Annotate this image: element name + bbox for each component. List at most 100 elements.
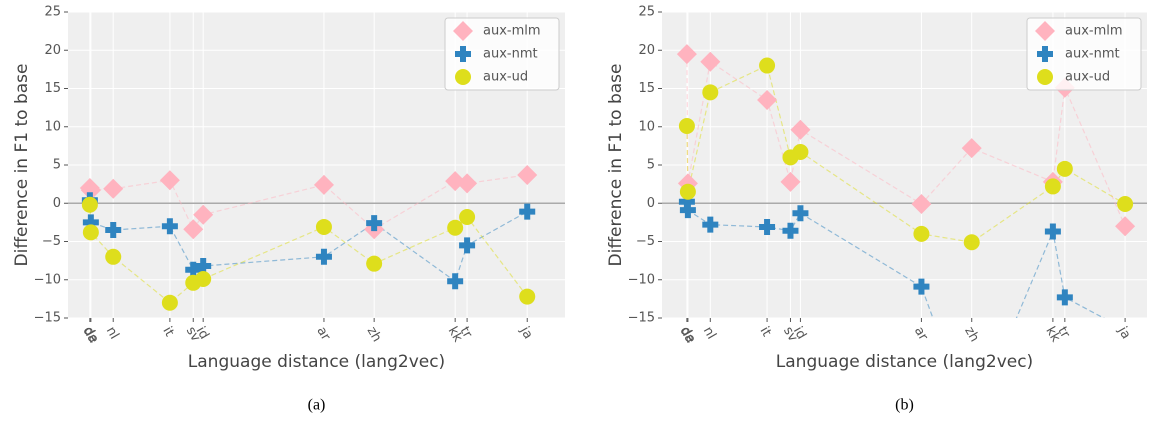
x-tick-label: nl: [103, 324, 122, 342]
plus-marker: [185, 261, 202, 278]
y-tick-label: 10: [638, 119, 655, 134]
x-tick-label: de: [677, 324, 698, 346]
x-tick-label: zh: [961, 324, 982, 345]
circle-marker: [1044, 178, 1061, 195]
plus-marker: [782, 222, 799, 239]
plus-marker: [519, 203, 536, 220]
circle-marker: [913, 225, 930, 242]
plus-marker: [1056, 289, 1073, 306]
y-tick-label: −5: [42, 234, 61, 249]
plus-marker: [366, 215, 383, 232]
x-tick-label: da: [79, 324, 100, 346]
y-tick-label: 0: [53, 196, 61, 211]
legend-box: [444, 17, 560, 91]
legend-label: aux-nmt: [1065, 47, 1120, 62]
y-tick-label: −5: [636, 234, 655, 249]
diamond-marker: [700, 51, 721, 72]
circle-marker: [455, 69, 471, 85]
circle-marker: [792, 143, 809, 160]
y-tick-label: 10: [44, 119, 61, 134]
diamond-marker: [676, 44, 697, 65]
plus-marker: [702, 216, 719, 233]
legend-label: aux-nmt: [483, 47, 538, 62]
circle-marker: [82, 224, 99, 241]
circle-marker: [105, 248, 122, 265]
circle-marker: [679, 183, 696, 200]
plus-marker: [161, 218, 178, 235]
circle-marker: [702, 84, 719, 101]
legend-label: aux-mlm: [483, 24, 541, 39]
circle-marker: [195, 270, 212, 287]
plus-marker: [679, 202, 696, 219]
y-tick-label: 20: [44, 43, 61, 58]
diamond-marker: [517, 164, 538, 185]
plus-marker: [1037, 46, 1053, 62]
diamond-marker: [1115, 216, 1136, 237]
y-tick-label: −10: [34, 272, 61, 287]
plus-marker: [82, 214, 99, 231]
diamond-marker: [457, 173, 478, 194]
plus-marker: [105, 222, 122, 239]
y-tick-label: 15: [638, 81, 655, 96]
circle-marker: [315, 218, 332, 235]
y-tick-label: 5: [647, 158, 655, 173]
diamond-marker: [780, 171, 801, 192]
circle-marker: [447, 219, 464, 236]
y-tick-label: −10: [628, 272, 655, 287]
diamond-marker: [453, 21, 473, 41]
y-tick-label: 25: [638, 5, 655, 20]
circle-marker: [1037, 69, 1053, 85]
x-tick-label: kk: [445, 324, 466, 345]
circle-marker: [161, 294, 178, 311]
y-axis-label: Difference in F1 to base: [12, 64, 32, 267]
circle-marker: [519, 288, 536, 305]
circle-marker: [459, 209, 476, 226]
circle-marker: [1056, 160, 1073, 177]
x-tick-label: ja: [1114, 323, 1133, 341]
x-tick-label: de: [80, 324, 101, 346]
legend-label: aux-ud: [483, 70, 528, 85]
diamond-marker: [103, 178, 124, 199]
y-tick-label: −15: [628, 311, 655, 326]
plot-area: [79, 164, 538, 311]
circle-marker: [81, 196, 98, 213]
x-tick-label: da: [676, 324, 697, 346]
plus-marker: [759, 218, 776, 235]
x-tick-label: it: [159, 324, 176, 339]
diamond-marker: [961, 138, 982, 159]
legend-label: aux-ud: [1065, 70, 1110, 85]
plus-marker: [792, 205, 809, 222]
x-tick-label: nl: [700, 324, 719, 342]
plus-marker: [455, 46, 471, 62]
y-tick-label: −15: [34, 311, 61, 326]
circle-marker: [759, 57, 776, 74]
plus-marker: [447, 273, 464, 290]
legend-box: [1026, 17, 1142, 91]
diamond-marker: [80, 180, 101, 201]
plus-marker: [913, 278, 930, 295]
x-axis-label: Language distance (lang2vec): [776, 352, 1033, 372]
y-tick-label: 20: [638, 43, 655, 58]
x-axis-label: Language distance (lang2vec): [188, 352, 445, 372]
circle-marker: [366, 255, 383, 272]
x-tick-label: zh: [364, 324, 385, 345]
series-line: [89, 204, 528, 304]
caption: (a): [308, 397, 326, 414]
legend-label: aux-mlm: [1065, 24, 1123, 39]
diamond-marker: [757, 89, 778, 110]
plus-marker: [678, 193, 695, 210]
diamond-marker: [911, 194, 932, 215]
x-tick-label: sv: [780, 324, 800, 344]
y-tick-label: 5: [53, 158, 61, 173]
circle-marker: [1117, 196, 1134, 213]
y-tick-label: 0: [647, 196, 655, 211]
x-tick-label: it: [757, 324, 774, 339]
x-tick-label: ja: [516, 323, 535, 341]
plus-marker: [315, 248, 332, 265]
diamond-marker: [193, 204, 214, 225]
x-tick-label: kk: [1042, 324, 1063, 345]
x-tick-label: ar: [911, 324, 931, 344]
